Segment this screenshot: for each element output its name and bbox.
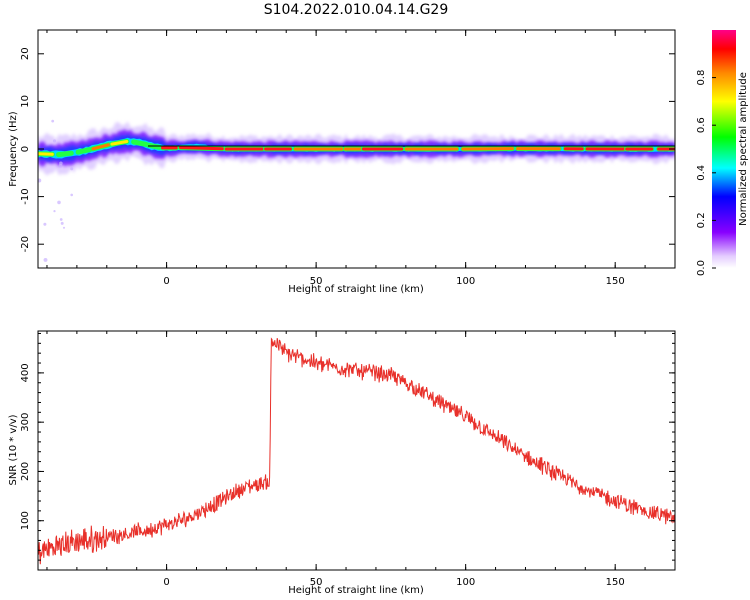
spectrogram-x-tick-label-1: 50 bbox=[310, 276, 323, 287]
spectrogram-x-tick-label-2: 100 bbox=[456, 276, 475, 287]
snr-y-tick-label-0: 100 bbox=[20, 511, 31, 530]
snr-panel: 0 50 100 150 100 200 300 400 Height of straigh… bbox=[8, 330, 676, 596]
snr-series-line bbox=[38, 337, 675, 565]
spectrogram-speckle-6 bbox=[58, 163, 63, 168]
spectrogram-core-3 bbox=[91, 143, 111, 151]
snr-y-ticks: 100 200 300 400 bbox=[20, 332, 675, 571]
colorbar-gradient bbox=[712, 30, 736, 268]
spectrogram-core-0 bbox=[38, 152, 54, 156]
spectrogram-core-5 bbox=[132, 140, 148, 146]
snr-x-tick-label-1: 50 bbox=[310, 577, 323, 588]
chart-title: S104.2022.010.04.14.G29 bbox=[264, 2, 449, 18]
spectrogram-y-tick-label-1: -10 bbox=[20, 188, 31, 204]
colorbar-tick-label-3: 0.6 bbox=[696, 117, 707, 133]
spectrogram-speckle-0 bbox=[70, 193, 74, 197]
spectrogram-speckle-9 bbox=[53, 209, 56, 213]
colorbar-tick-label-2: 0.4 bbox=[696, 165, 707, 181]
snr-x-tick-label-3: 150 bbox=[606, 577, 625, 588]
snr-frame bbox=[37, 330, 676, 571]
spectrogram-x-axis-label: Height of straight line (km) bbox=[288, 284, 424, 295]
snr-x-tick-label-2: 100 bbox=[456, 577, 475, 588]
spectrogram-y-tick-label-2: 0 bbox=[20, 146, 31, 152]
colorbar-tick-label-4: 0.8 bbox=[696, 70, 707, 86]
colorbar: 0.0 0.2 0.4 0.6 0.8 Normalized spectral ampl… bbox=[696, 30, 749, 276]
snr-y-tick-label-1: 200 bbox=[20, 462, 31, 481]
colorbar-ticks: 0.0 0.2 0.4 0.6 0.8 bbox=[696, 70, 716, 276]
snr-x-tick-label-0: 0 bbox=[163, 577, 169, 588]
snr-x-axis-label: Height of straight line (km) bbox=[288, 585, 424, 596]
spectrogram-y-tick-label-0: -20 bbox=[20, 236, 31, 252]
spectrogram-heatmap bbox=[38, 119, 675, 262]
spectrogram-speckle-10 bbox=[38, 178, 42, 183]
spectrogram-speckle-13 bbox=[62, 226, 66, 229]
colorbar-tick-label-1: 0.2 bbox=[696, 212, 707, 228]
spectrogram-y-ticks: -20 -10 0 10 20 bbox=[20, 47, 675, 252]
spectrogram-x-tick-label-3: 150 bbox=[606, 276, 625, 287]
spectrogram-panel: 0 50 100 150 -20 -10 0 10 20 Height of straight… bbox=[8, 29, 676, 295]
spectrogram-speckle-3 bbox=[51, 119, 55, 123]
spectrogram-speckle-1 bbox=[52, 139, 57, 143]
snr-y-axis-label: SNR (10 * v/v) bbox=[8, 414, 19, 485]
spectrogram-speckle-2 bbox=[57, 200, 61, 205]
snr-y-tick-label-3: 400 bbox=[20, 363, 31, 382]
spectrogram-speckle-11 bbox=[43, 222, 47, 226]
colorbar-label: Normalized spectral amplitude bbox=[738, 72, 749, 226]
spectrogram-y-tick-label-4: 20 bbox=[20, 47, 31, 60]
spectrogram-x-tick-label-0: 0 bbox=[163, 276, 169, 287]
colorbar-tick-label-0: 0.0 bbox=[696, 260, 707, 276]
spectrogram-core-1 bbox=[57, 151, 73, 157]
spectrogram-core-4 bbox=[110, 140, 129, 146]
spectrogram-speckle-8 bbox=[59, 218, 63, 221]
spectrogram-y-tick-label-3: 10 bbox=[20, 95, 31, 108]
spectrogram-speckle-12 bbox=[60, 221, 64, 225]
spectrogram-y-axis-label: Frequency (Hz) bbox=[8, 111, 19, 187]
snr-y-tick-label-2: 300 bbox=[20, 413, 31, 432]
spectrogram-speckle-7 bbox=[70, 167, 74, 171]
spectrogram-speckle-5 bbox=[43, 257, 48, 262]
spectrogram-core-2 bbox=[76, 148, 92, 154]
spectrogram-x-ticks: 0 50 100 150 bbox=[46, 30, 676, 287]
snr-x-ticks: 0 50 100 150 bbox=[46, 331, 676, 588]
spectrogram-core-8 bbox=[179, 146, 224, 151]
